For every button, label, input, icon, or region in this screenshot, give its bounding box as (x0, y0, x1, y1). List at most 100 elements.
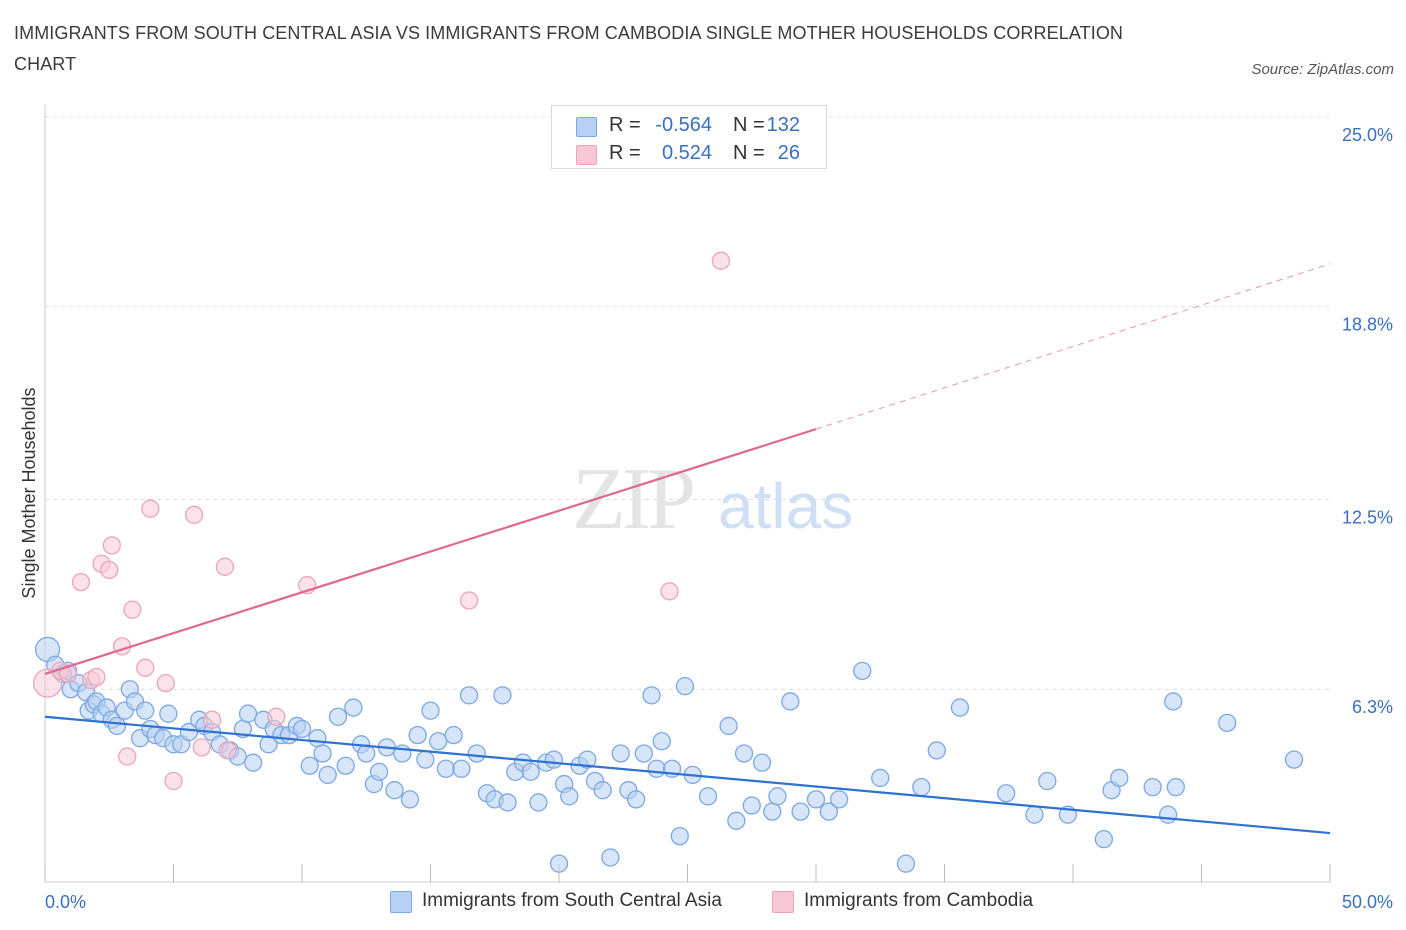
data-point-south-central-asia (416, 750, 435, 769)
data-point-cambodia (71, 572, 91, 592)
data-point-cambodia (267, 707, 286, 726)
legend-n-label: N = (733, 114, 765, 136)
data-point-cambodia (164, 771, 183, 791)
grid-lines (45, 116, 1330, 690)
data-point-south-central-asia (675, 677, 695, 696)
data-point-south-central-asia (459, 686, 479, 705)
legend-r-value: 0.524 (661, 142, 712, 164)
legend-swatch-pink (576, 145, 597, 165)
legend-swatch-blue (576, 117, 597, 137)
legend-n-label: N = (733, 142, 765, 164)
data-point-cambodia (218, 741, 237, 760)
data-point-south-central-asia (1158, 805, 1178, 824)
data-point-cambodia (711, 251, 731, 270)
y-tick-label: 12.5% (1342, 508, 1393, 528)
data-point-south-central-asia (647, 759, 666, 778)
data-point-south-central-asia (429, 732, 448, 751)
data-point-south-central-asia (107, 716, 127, 736)
data-point-south-central-asia (871, 768, 890, 788)
data-point-south-central-asia (300, 756, 319, 775)
data-point-south-central-asia (1025, 805, 1044, 824)
data-point-cambodia (660, 582, 679, 601)
data-point-south-central-asia (829, 790, 849, 809)
data-point-south-central-asia (1143, 777, 1162, 797)
data-point-south-central-asia (452, 759, 471, 778)
data-point-cambodia (184, 505, 204, 524)
legend-r-label: R = (609, 142, 641, 164)
data-point-south-central-asia (652, 732, 671, 751)
data-point-cambodia (192, 738, 211, 757)
data-point-cambodia (141, 499, 160, 518)
legend-n-value: 132 (766, 114, 800, 136)
data-point-south-central-asia (734, 744, 754, 763)
bottom-legend-swatch-pink (772, 891, 794, 913)
trend-line-cambodia-extension (815, 263, 1331, 430)
data-point-south-central-asia (1110, 768, 1129, 788)
watermark: ZIP atlas (572, 451, 853, 548)
x-tick-label: 50.0% (1342, 892, 1393, 912)
data-point-south-central-asia (791, 802, 810, 821)
data-point-south-central-asia (1166, 777, 1185, 797)
data-point-south-central-asia (1038, 771, 1057, 791)
y-tick-label: 18.8% (1342, 315, 1393, 335)
data-point-cambodia (123, 600, 142, 619)
data-point-south-central-asia (313, 744, 332, 763)
x-tick-label: 0.0% (45, 892, 86, 912)
data-point-south-central-asia (896, 854, 916, 873)
data-point-south-central-asia (719, 716, 738, 736)
y-axis-label: Single Mother Households (19, 387, 39, 598)
data-point-south-central-asia (369, 762, 389, 781)
trend-lines (44, 263, 1331, 835)
data-point-south-central-asia (819, 802, 838, 821)
data-point-south-central-asia (467, 744, 486, 763)
data-point-south-central-asia (328, 707, 348, 726)
data-point-south-central-asia (781, 692, 800, 711)
data-point-south-central-asia (238, 704, 258, 723)
data-point-south-central-asia (318, 765, 337, 785)
x-tick-labels: 0.0% 50.0% (45, 892, 1393, 912)
data-point-south-central-asia (806, 790, 826, 809)
legend-r-value: -0.564 (655, 114, 712, 136)
data-point-south-central-asia (997, 784, 1016, 803)
watermark-zip: ZIP (572, 451, 693, 548)
data-point-cambodia (459, 591, 479, 610)
data-point-south-central-asia (529, 793, 548, 812)
data-point-south-central-asia (498, 793, 517, 812)
data-point-south-central-asia (670, 826, 689, 846)
data-point-south-central-asia (179, 722, 199, 742)
data-point-south-central-asia (742, 796, 761, 815)
data-point-south-central-asia (611, 744, 630, 763)
data-point-cambodia (156, 673, 175, 693)
watermark-atlas: atlas (718, 470, 853, 542)
data-point-south-central-asia (521, 762, 540, 781)
chart-title: IMMIGRANTS FROM SOUTH CENTRAL ASIA VS IM… (14, 23, 1124, 74)
bottom-legend-label: Immigrants from South Central Asia (422, 890, 722, 911)
data-point-south-central-asia (444, 725, 463, 745)
data-point-south-central-asia (853, 661, 872, 681)
data-point-cambodia (136, 658, 155, 677)
data-point-south-central-asia (292, 719, 312, 739)
source-credit: Source: ZipAtlas.com (1251, 61, 1394, 78)
data-point-south-central-asia (1164, 692, 1183, 711)
data-point-south-central-asia (634, 744, 653, 763)
bottom-legend-label: Immigrants from Cambodia (804, 890, 1034, 911)
data-point-cambodia (87, 667, 106, 687)
data-point-south-central-asia (544, 750, 564, 769)
trend-line-south-central-asia (44, 715, 1331, 835)
legend-r-label: R = (609, 114, 641, 136)
data-point-south-central-asia (927, 741, 946, 760)
correlation-legend: R = -0.564 N = 132 R = 0.524 N = 26 (551, 105, 827, 169)
data-point-south-central-asia (244, 753, 263, 772)
data-point-south-central-asia (421, 701, 440, 720)
data-point-south-central-asia (752, 753, 772, 772)
data-point-south-central-asia (159, 704, 178, 723)
data-point-south-central-asia (626, 790, 646, 809)
data-point-south-central-asia (493, 686, 512, 705)
data-point-south-central-asia (1218, 713, 1237, 733)
data-point-cambodia (58, 664, 78, 684)
data-point-south-central-asia (357, 744, 376, 763)
data-point-south-central-asia (912, 777, 931, 797)
data-point-south-central-asia (578, 750, 597, 769)
data-point-cambodia (202, 710, 222, 729)
